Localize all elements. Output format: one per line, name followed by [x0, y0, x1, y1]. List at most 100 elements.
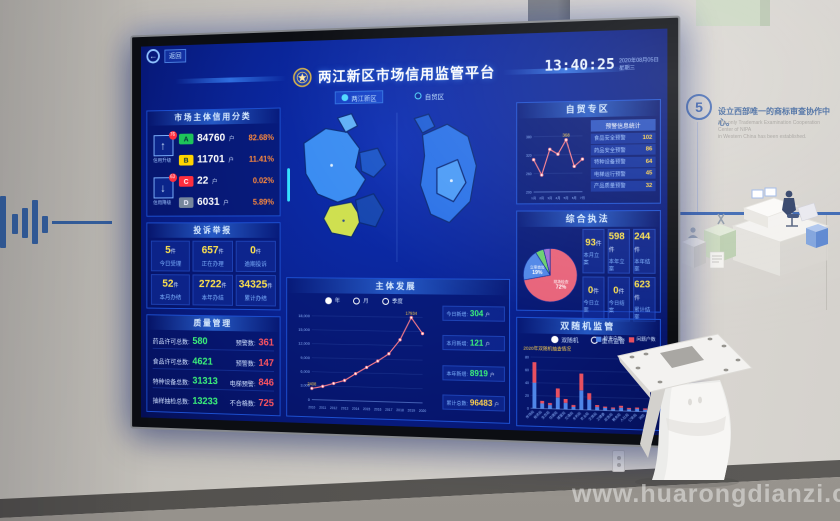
grade-d-unit: 户 — [223, 200, 229, 207]
legend-month-radio[interactable]: 月 — [354, 295, 368, 306]
district-map-graphic[interactable] — [286, 102, 510, 272]
grade-d-badge: D — [178, 196, 194, 208]
tab-liangjiang[interactable]: 两江新区 — [335, 90, 384, 105]
grade-a-badge: A — [178, 133, 194, 144]
wall-green-block — [696, 0, 770, 26]
tab-ftz-label[interactable]: 自贸区 — [424, 93, 445, 101]
credit-downgrade-button[interactable]: ↓ 63 — [153, 173, 177, 199]
grade-d-count: 6031 — [197, 196, 220, 209]
page-title: 两江新区市场信用监管平台 — [318, 63, 496, 85]
svg-text:1月: 1月 — [531, 196, 536, 200]
list-item: 产品质量预警 32 — [590, 180, 656, 192]
list-item-value: 32 — [645, 182, 653, 189]
dev-stat-unit: 户 — [485, 312, 490, 318]
list-item-value: 45 — [645, 170, 653, 177]
svg-text:人社局: 人社局 — [619, 412, 630, 423]
enforcement-pie-chart: 现场检查 72% 立案查处 19% — [521, 246, 579, 304]
svg-text:0: 0 — [527, 406, 529, 410]
wall-timeline-left — [52, 221, 112, 224]
stat-cell: 2722件 本年办结 — [192, 274, 233, 306]
svg-text:2019: 2019 — [408, 408, 416, 412]
stat-label: 本年办结 — [201, 295, 224, 302]
grade-c-badge: C — [178, 175, 194, 187]
back-button-label[interactable]: 返回 — [164, 48, 187, 63]
random-radio[interactable]: 双随机 — [551, 335, 578, 345]
svg-text:生态局: 生态局 — [540, 409, 551, 420]
stat-cell: 0件 今日结案 — [607, 276, 630, 322]
stat-label: 累计办结 — [244, 296, 267, 303]
grade-d-pct: 5.89% — [252, 197, 274, 207]
stat-label: 今日结案 — [608, 300, 625, 315]
stat-cell: 0件 今日立案 — [582, 276, 605, 322]
svg-text:6月: 6月 — [572, 196, 577, 200]
warn-label: 预警数: — [235, 360, 256, 368]
wall-step-caption: The only Trademark Examination Cooperati… — [718, 120, 836, 141]
map-scroll-handle[interactable] — [287, 168, 291, 202]
grade-b-unit: 户 — [228, 157, 234, 164]
svg-text:80: 80 — [525, 355, 529, 359]
svg-text:0: 0 — [308, 398, 310, 402]
svg-text:应急局: 应急局 — [603, 411, 614, 422]
svg-text:3,000: 3,000 — [300, 384, 310, 388]
quality-row: 抽样抽检总数: 13233 不合格数: 725 — [153, 393, 274, 411]
complaint-panel: 投诉举报 5件 今日受理 657件 正在办理 0件 逾期投诉 52件 本月办结 2722… — [146, 222, 281, 311]
dev-stat: 本月新增: 121 户 — [442, 335, 505, 352]
grade-b-count: 11701 — [197, 153, 225, 166]
dashboard-body: 市场主体信用分类 ↑ 76 信用升级 — [141, 97, 667, 436]
stat-label: 本年立案 — [608, 258, 625, 273]
dev-stat-label: 本月新增: — [446, 341, 468, 348]
warn-value: 725 — [258, 397, 274, 409]
legend-quarter-radio[interactable]: 季度 — [382, 296, 403, 307]
clock-time: 13:40:25 — [544, 56, 615, 75]
dev-stat-value: 121 — [469, 338, 484, 349]
stat-value: 93 — [585, 237, 596, 248]
dashboard: ← 返回 两江新区市场信用监管平台 13:40:25 — [141, 28, 668, 436]
dev-stat-label: 本年新增: — [446, 370, 468, 378]
back-arrow-icon[interactable]: ← — [146, 48, 160, 64]
display-bezel: ← 返回 两江新区市场信用监管平台 13:40:25 — [130, 15, 681, 449]
list-item-label: 食品安全预警 — [593, 135, 626, 142]
development-panel: 主体发展 年 月 季度 0 3,000 6,000 9,000 12,000 15,000… — [286, 277, 511, 424]
dev-stat-unit: 户 — [494, 401, 499, 408]
svg-text:2017: 2017 — [385, 408, 393, 412]
wall-soundbar-decoration — [0, 196, 48, 250]
list-item: 特种设备预警 64 — [590, 156, 656, 168]
stat-unit: 件 — [618, 289, 625, 296]
tab-liangjiang-label[interactable]: 两江新区 — [351, 94, 377, 103]
quality-label: 食品许可总数: — [152, 358, 190, 367]
svg-text:2020: 2020 — [419, 409, 427, 413]
ftz-warning-list: 预警信息统计 食品安全预警 102 药品安全预警 86 特种设备预警 64 电梯运行预… — [590, 118, 656, 201]
clock-date: 2020年08月05日 星期三 — [619, 55, 659, 73]
enforcement-panel: 综合执法 现场检查 72% 立案查处 19% 93件 本月立案 598件 本年立案 244… — [516, 210, 661, 323]
warn-label: 不合格数: — [229, 400, 256, 408]
svg-text:3月: 3月 — [547, 196, 552, 200]
stat-label: 今日受理 — [159, 261, 182, 268]
stat-cell: 5件 今日受理 — [150, 240, 191, 272]
back-button[interactable]: ← 返回 — [146, 48, 187, 64]
credit-row-d: D 6031 户 5.89% — [178, 196, 276, 209]
tab-ftz[interactable]: 自贸区 — [409, 89, 450, 103]
svg-text:15,000: 15,000 — [298, 328, 310, 332]
warn-label: 电梯预警: — [229, 380, 256, 388]
dev-stat: 累计总数: 96483 户 — [442, 394, 505, 412]
left-column: 市场主体信用分类 ↑ 76 信用升级 — [146, 107, 281, 417]
center-column: 主体发展 年 月 季度 0 3,000 6,000 9,000 12,000 15,000… — [286, 102, 511, 424]
wall-isometric-illustration — [682, 187, 830, 276]
wall-step-caption-line1: The only Trademark Examination Cooperati… — [718, 120, 820, 133]
legend-year-radio[interactable]: 年 — [325, 295, 340, 306]
quality-label: 特种设备总数: — [152, 378, 190, 386]
stat-unit: 件 — [221, 283, 227, 290]
list-item-label: 特种设备预警 — [593, 159, 626, 166]
svg-text:2018: 2018 — [396, 408, 404, 412]
random-check-bar-chart: 0 20 40 60 80 市场局 规资局 生态局 住建局 城管局 交通局 水利局 农业局 文旅局 卫健委应… — [517, 352, 660, 430]
credit-upgrade-button[interactable]: ↑ 76 — [153, 131, 177, 157]
upgrade-badge: 76 — [168, 131, 177, 140]
list-item-label: 产品质量预警 — [593, 183, 626, 190]
dev-stat: 今日新增: 304 户 — [442, 305, 505, 322]
svg-text:17934: 17934 — [406, 310, 418, 315]
grade-a-pct: 82.68% — [248, 132, 274, 142]
up-arrow-icon: ↑ — [160, 138, 166, 153]
stat-value: 657 — [201, 244, 219, 257]
